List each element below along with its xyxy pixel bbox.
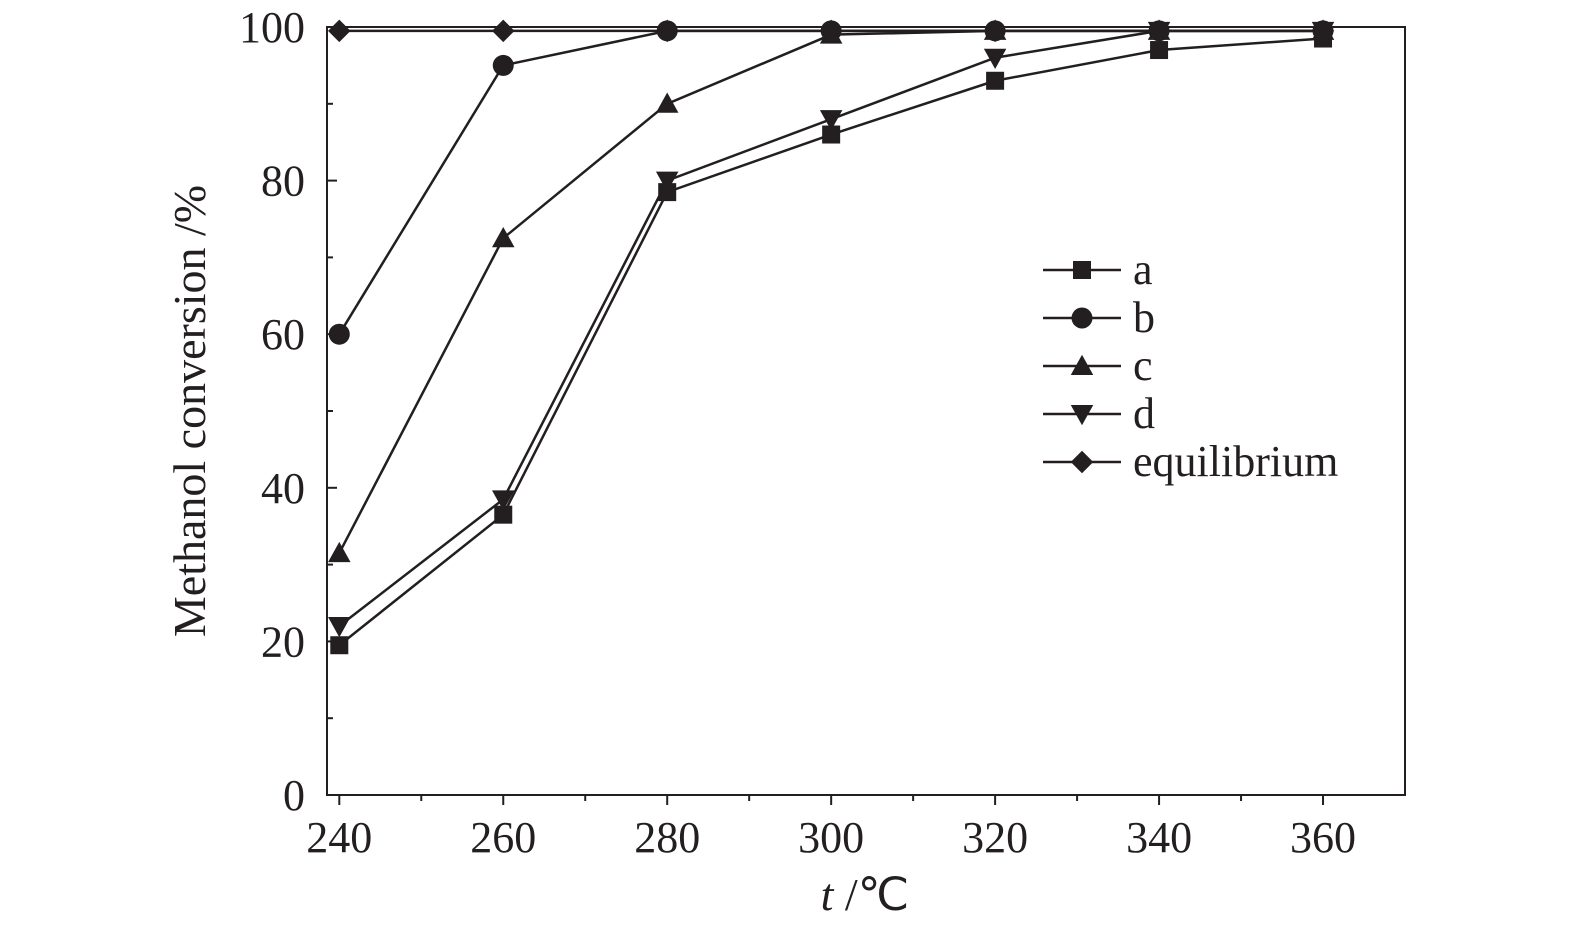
- axes: 240 260 280 300 320 340 360 0 20 40 60 80 100: [239, 3, 1406, 862]
- legend-marker: [1073, 261, 1091, 279]
- y-axis-title: Methanol conversion /%: [164, 185, 215, 637]
- plot-frame: [326, 26, 1406, 796]
- series-line-b: [338, 29, 1324, 335]
- y-tick-label: 20: [261, 617, 305, 666]
- data-point-a: [494, 505, 513, 524]
- x-tick-label: 280: [634, 813, 700, 862]
- data-point-equilibrium: [655, 19, 679, 43]
- legend-label: a: [1133, 245, 1153, 294]
- data-point-a: [822, 125, 841, 144]
- y-tick-label: 80: [261, 157, 305, 206]
- legend-label: d: [1133, 389, 1155, 438]
- legend-item-b: b: [1043, 293, 1155, 342]
- data-point-equilibrium: [983, 19, 1007, 43]
- data-point-d: [983, 48, 1007, 69]
- y-tick-label: 0: [283, 771, 305, 820]
- x-axis-title: t /℃: [821, 869, 910, 920]
- data-point-equilibrium: [492, 19, 515, 43]
- y-tick-label: 100: [239, 3, 305, 52]
- series-b: [328, 20, 1334, 345]
- legend-marker: [1070, 354, 1094, 375]
- legend-label: b: [1133, 293, 1155, 342]
- y-tick-label: 60: [261, 310, 305, 359]
- data-point-d: [819, 110, 843, 131]
- data-point-equilibrium: [328, 19, 351, 43]
- legend-label: c: [1133, 341, 1153, 390]
- x-tick-label: 260: [470, 813, 536, 862]
- x-tick-label: 320: [962, 813, 1028, 862]
- y-tick-label: 40: [261, 464, 305, 513]
- legend-marker: [1070, 450, 1094, 474]
- data-point-d: [328, 617, 351, 638]
- data-point-d: [492, 490, 515, 511]
- series-equilibrium: [328, 19, 1335, 43]
- data-point-c: [328, 541, 351, 563]
- legend-item-c: c: [1043, 341, 1153, 390]
- plot-series: [328, 19, 1335, 655]
- x-axis-title-unit: /℃: [833, 869, 909, 920]
- data-point-c: [655, 92, 679, 113]
- data-point-equilibrium: [819, 19, 843, 43]
- x-tick-label: 360: [1290, 813, 1356, 862]
- data-point-a: [1150, 41, 1169, 60]
- legend-marker: [1070, 405, 1094, 426]
- series-d: [328, 21, 1335, 638]
- x-tick-label: 340: [1126, 813, 1192, 862]
- data-point-a: [986, 71, 1005, 90]
- data-point-equilibrium: [1311, 19, 1335, 43]
- data-point-equilibrium: [1147, 19, 1171, 43]
- legend-item-equilibrium: equilibrium: [1043, 437, 1338, 486]
- data-point-b: [492, 54, 514, 76]
- x-tick-label: 240: [306, 813, 372, 862]
- legend-label: equilibrium: [1133, 437, 1338, 486]
- legend-item-d: d: [1043, 389, 1155, 438]
- x-axis-title-variable: t: [821, 869, 835, 920]
- data-point-a: [330, 636, 349, 655]
- x-tick-label: 300: [798, 813, 864, 862]
- data-point-d: [655, 171, 679, 192]
- legend-item-a: a: [1043, 245, 1153, 294]
- data-point-c: [492, 226, 515, 248]
- legend-marker: [1071, 307, 1093, 329]
- data-point-b: [328, 323, 350, 345]
